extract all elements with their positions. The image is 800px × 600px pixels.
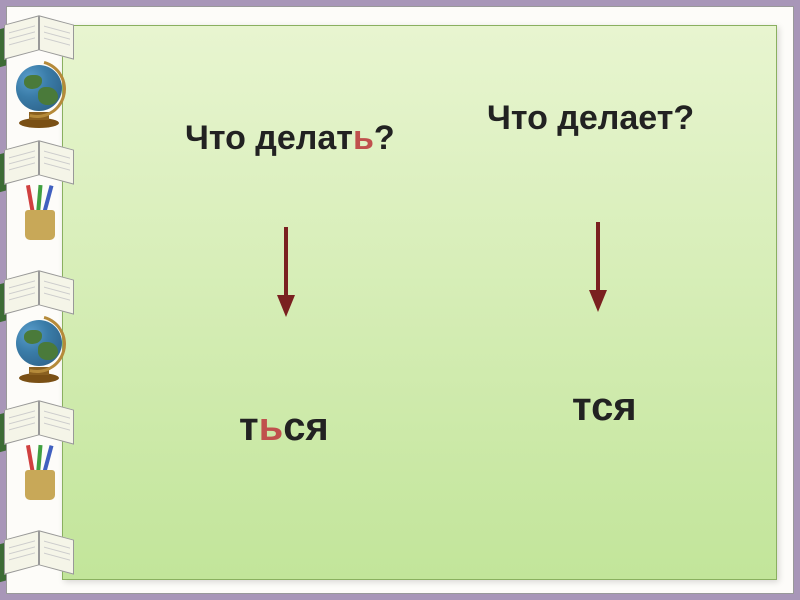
open-book-icon [0,267,79,317]
heading-left-accent: ь [353,119,374,157]
arrow-shaft-icon [596,222,600,292]
open-book-icon [0,397,79,447]
pencil-cup-icon [7,445,72,505]
open-book-icon [0,137,79,187]
arrow-left [277,227,295,317]
outer-frame: Что делать? Что делает? ться тся [6,6,794,594]
globe-icon [4,315,74,390]
answer-right: тся [572,385,637,430]
heading-left-prefix: Что делат [185,119,353,157]
answer-left: ться [239,405,329,450]
arrow-shaft-icon [284,227,288,297]
arrow-head-icon [277,295,295,317]
pencil-cup-icon [7,185,72,245]
heading-right: Что делает? [487,99,694,138]
answer-right-text: тся [572,385,637,429]
arrow-head-icon [589,290,607,312]
heading-right-text: Что делает? [487,99,694,137]
open-book-icon [0,12,79,62]
open-book-icon [0,527,79,577]
heading-left-suffix: ? [374,119,395,157]
answer-left-suffix: ся [283,405,329,449]
globe-icon [4,60,74,135]
heading-left: Что делать? [185,119,395,158]
arrow-right [589,222,607,312]
answer-left-prefix: т [239,405,259,449]
answer-left-accent: ь [259,405,284,449]
